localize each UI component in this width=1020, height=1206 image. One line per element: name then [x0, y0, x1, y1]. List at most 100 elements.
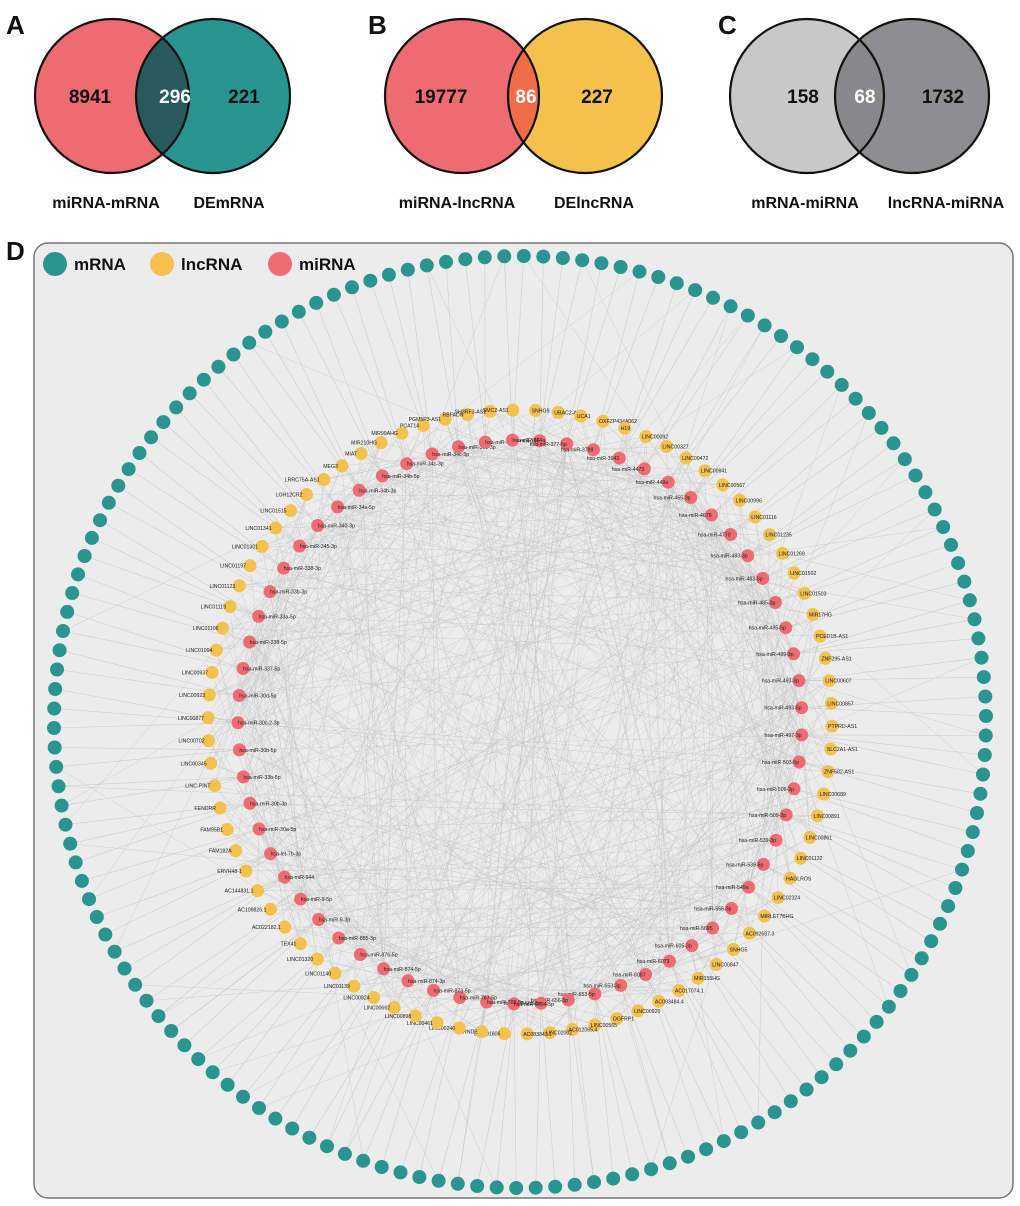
- network-edge: [62, 630, 244, 669]
- mirna-node: [453, 991, 467, 1004]
- network-edge: [539, 440, 573, 1030]
- network-edge: [270, 443, 567, 854]
- network-edge: [299, 481, 669, 547]
- lncrna-node: [201, 711, 215, 725]
- mrna-node: [567, 1177, 582, 1192]
- network-edge: [432, 453, 764, 865]
- lncrna-node-label: LINC01301: [232, 544, 258, 550]
- network-edge: [539, 260, 583, 441]
- lncrna-node-label: LINC00461: [407, 1021, 433, 1027]
- mrna-node: [291, 304, 306, 319]
- mrna-node: [971, 631, 986, 646]
- network-edge: [383, 968, 617, 1019]
- mrna-node: [516, 249, 531, 263]
- network-edge: [407, 980, 438, 1023]
- mrna-node: [881, 999, 896, 1014]
- venn-b-left-value: 19777: [415, 87, 468, 108]
- network-edge: [338, 887, 749, 939]
- network-edge: [360, 453, 795, 789]
- network-edge: [299, 446, 459, 547]
- network-edge: [341, 465, 384, 969]
- network-edge: [290, 510, 487, 1003]
- legend-mrna-label: mRNA: [74, 255, 126, 274]
- lncrna-node-label: LINC00847: [712, 963, 738, 969]
- network-edge: [239, 414, 468, 751]
- mirna-node: [478, 435, 492, 449]
- network-edge: [222, 627, 777, 841]
- lncrna-node: [328, 966, 342, 980]
- mrna-node: [68, 855, 83, 870]
- network-edge: [245, 864, 764, 872]
- mrna-node: [594, 256, 609, 271]
- network-edge: [219, 807, 285, 878]
- network-edge: [238, 465, 343, 696]
- network-edge: [207, 441, 486, 718]
- mirna-node: [561, 993, 575, 1007]
- mrna-node: [606, 1171, 621, 1186]
- network-edge: [513, 949, 734, 1005]
- lncrna-node-label: LINC02324: [774, 896, 800, 902]
- network-edge: [748, 886, 890, 1007]
- lncrna-node: [483, 404, 497, 418]
- network-edge: [566, 443, 732, 909]
- network-edge: [318, 443, 567, 920]
- network-edge: [81, 828, 260, 882]
- network-edge: [269, 418, 446, 592]
- lncrna-node: [416, 418, 430, 432]
- panel-letter-a: A: [6, 10, 25, 40]
- network-edge: [337, 506, 748, 556]
- lncrna-node-label: LINC01320: [287, 957, 313, 963]
- network-edge: [422, 425, 461, 998]
- network-edge: [801, 734, 985, 756]
- lncrna-node-label: SNHG9: [532, 408, 550, 414]
- mirna-node: [401, 974, 415, 988]
- network-edge: [284, 876, 487, 1003]
- mirna-node: [768, 596, 782, 609]
- mirna-node-label: hsa-miR-34b-3p: [359, 488, 396, 494]
- lncrna-node: [506, 403, 520, 417]
- mirna-node: [787, 782, 801, 796]
- network-edge: [257, 828, 260, 891]
- lncrna-node-label: LINC01094: [186, 648, 212, 654]
- network-edge: [135, 984, 542, 1004]
- lncrna-node: [229, 844, 243, 858]
- network-edge: [415, 1003, 514, 1017]
- mirna-node-label: hsa-miR-34c-5p: [432, 452, 469, 458]
- network-edge: [235, 850, 670, 962]
- mirna-node-label: hsa-miR-195: [510, 439, 540, 445]
- network-edge: [317, 525, 515, 1004]
- mirna-node-label: hsa-miR-509-3p: [749, 813, 786, 819]
- venn-b-overlap: [507, 49, 540, 143]
- network-edge: [382, 475, 776, 603]
- network-edge: [242, 954, 361, 1097]
- mirna-node: [756, 571, 770, 585]
- network-edge: [245, 578, 763, 872]
- mrna-node: [51, 779, 66, 794]
- mrna-node: [82, 892, 96, 907]
- lncrna-node-label: LINC01341: [245, 526, 271, 532]
- network-edge: [207, 717, 800, 763]
- mirna-node-label: hsa-miR-33a-5p: [259, 614, 296, 620]
- lncrna-node-label: UBAC2-AS1: [554, 410, 583, 416]
- lncrna-node: [709, 958, 723, 971]
- mrna-node: [58, 817, 73, 832]
- mirna-node: [779, 621, 793, 635]
- network-edge: [237, 722, 384, 969]
- network-edge: [259, 828, 639, 1012]
- mrna-node: [948, 881, 963, 895]
- network-edge: [237, 722, 646, 975]
- lncrna-node-label: MEG3: [323, 464, 338, 470]
- lncrna-node-label: AC144831.1: [225, 889, 254, 895]
- network-edge: [669, 961, 775, 1113]
- venn-c-overlap-value: 68: [854, 87, 875, 108]
- network-edge: [341, 443, 567, 467]
- network-edge: [270, 256, 505, 854]
- mirna-node-label: hsa-miR-340-3p: [318, 524, 355, 530]
- network-edge: [486, 761, 800, 1003]
- mrna-node: [50, 662, 64, 677]
- network-edge: [490, 411, 594, 450]
- network-edge: [383, 463, 407, 969]
- network-edge: [566, 263, 602, 444]
- network-edge: [406, 425, 424, 464]
- network-edge: [242, 463, 407, 669]
